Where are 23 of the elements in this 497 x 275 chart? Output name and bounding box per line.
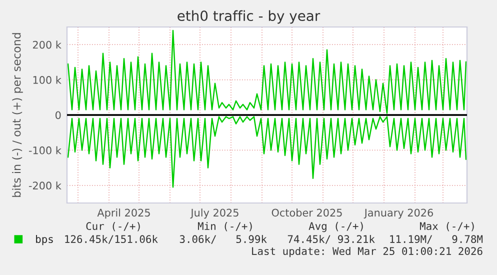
text: Avg (-/+) [308,222,363,232]
chart-title: eth0 traffic - by year [178,10,320,24]
y-tick-label: -200 k [28,181,62,190]
text: Max (-/+) [420,222,474,232]
legend-label: bps [36,234,53,246]
x-tick-label: October 2025 [272,208,342,217]
line-series [67,30,467,114]
text: Last update: Wed Mar 25 01:00:21 2026 [252,246,482,258]
text: 74.45k/ 93.21k [288,234,375,244]
line-series [67,116,467,188]
y-axis-title: bits in (-) / out (+) per second [12,33,23,197]
y-tick-label: 200 k [32,40,62,49]
text: Cur (-/+) [86,222,140,232]
x-tick-label: January 2026 [364,208,433,219]
text: 3.06k/ 5.99k [180,234,267,244]
y-tick-label: 100 k [33,76,62,84]
x-tick-label: April 2025 [97,208,150,219]
y-tick-label: 0 [56,111,61,120]
text: 126.45k/151.06k [65,234,158,244]
y-tick-label: -100 k [28,146,62,154]
x-tick-label: July 2025 [190,208,238,219]
text: Min (-/+) [198,222,252,232]
text: 11.19M/ 9.78M [390,235,483,244]
